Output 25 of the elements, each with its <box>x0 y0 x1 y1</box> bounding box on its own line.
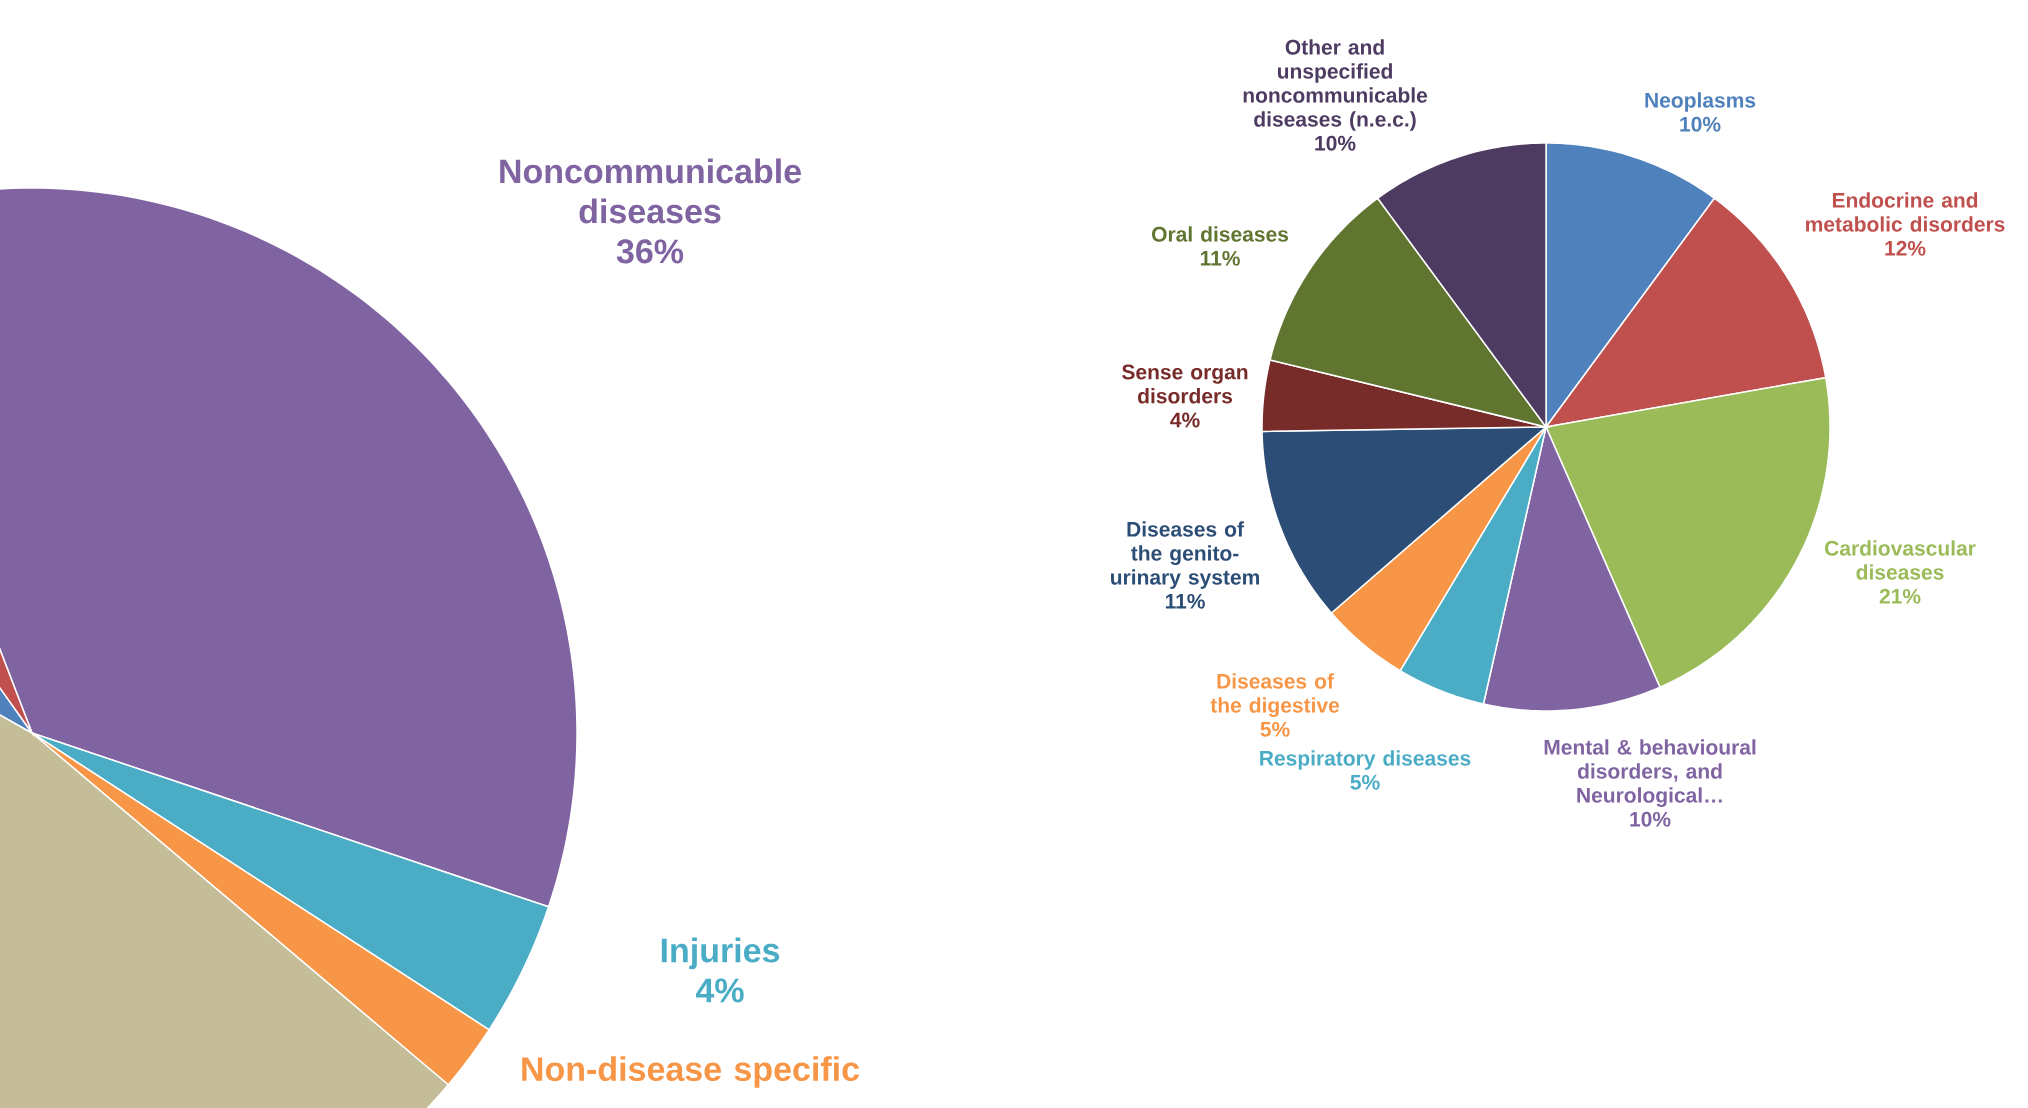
data-label: 4% <box>695 978 744 1003</box>
data-label: 10% <box>1315 135 1356 151</box>
data-label: 5% <box>1350 774 1380 790</box>
slice-label: Other and unspecified noncommunicable diseases (n.e.c.) <box>1243 39 1428 131</box>
slice-label: Non-disease specific <box>522 1056 860 1088</box>
data-label: 11% <box>1200 250 1240 266</box>
slice-label: Diseases of the genito-urinary system <box>1111 521 1259 589</box>
data-label: 12% <box>1885 240 1926 256</box>
data-label: 4% <box>1170 412 1200 428</box>
slice-label: Noncommunicable diseases <box>500 158 801 224</box>
data-label: 11% <box>1165 593 1205 609</box>
slice-label: Oral diseases <box>1152 226 1289 242</box>
slice-label: Neoplasms <box>1645 92 1756 112</box>
data-label: 36% <box>616 239 684 264</box>
slice-label: Cardiovascular diseases <box>1825 540 1976 580</box>
slice-label: Mental & behavioural disorders, and Neurological… <box>1544 739 1756 807</box>
data-label: 10% <box>1630 811 1671 827</box>
data-label: 5% <box>1260 721 1290 737</box>
slice-label: Respiratory diseases <box>1260 750 1471 770</box>
slice-label: Diseases of the digestive <box>1210 673 1340 717</box>
slice-label: Sense organ disorders <box>1122 364 1248 404</box>
data-label: 21% <box>1879 588 1921 604</box>
data-label: 10% <box>1680 116 1721 132</box>
slice-label: Endocrine and metabolic disorders <box>1806 192 2005 232</box>
slice-label: Injuries <box>661 937 780 970</box>
